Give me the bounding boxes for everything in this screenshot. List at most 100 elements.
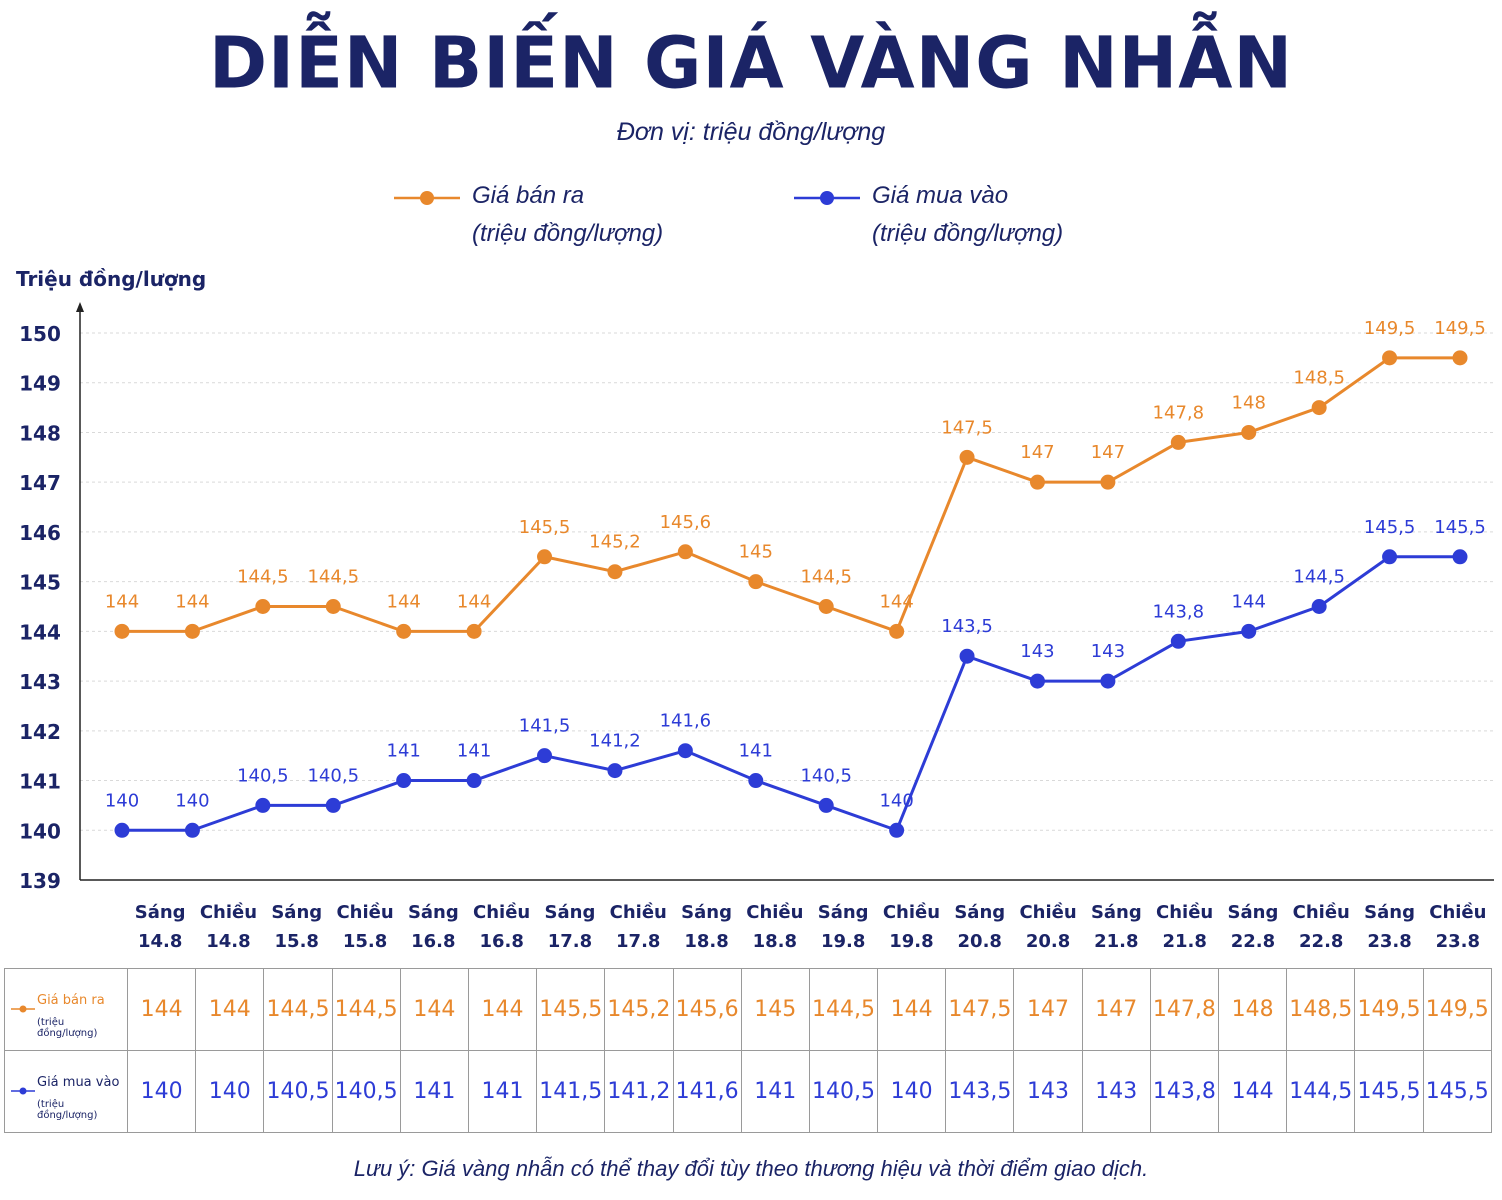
table-row-buy: Giá mua vào (triệu đồng/lượng) 140 140 140… (4, 1050, 1493, 1133)
data-point-sell (1241, 424, 1257, 440)
data-label-sell: 144,5 (307, 567, 359, 588)
data-point-sell (1100, 474, 1116, 490)
table-cell-sell: 144 (467, 968, 538, 1051)
table-cell-sell: 145,6 (672, 968, 742, 1051)
x-tick-label: 18.8 (684, 931, 728, 952)
chart-title: DIỄN BIẾN GIÁ VÀNG NHẪN (208, 21, 1294, 105)
x-tick-label: Chiều (336, 902, 393, 923)
y-axis-label: Triệu đồng/lượng (16, 267, 206, 291)
data-point-sell (255, 599, 271, 614)
data-point-buy (537, 748, 553, 764)
data-label-buy: 145,5 (1364, 517, 1416, 538)
data-label-buy: 140,5 (237, 765, 289, 786)
table-cell-buy: 140,5 (263, 1050, 333, 1133)
x-tick-label: 15.8 (343, 931, 387, 952)
table-cell-sell: 148,5 (1286, 968, 1356, 1051)
table-cell-buy: 145,5 (1422, 1050, 1493, 1133)
data-point-sell (818, 599, 834, 614)
data-point-sell (184, 623, 200, 639)
data-label-buy: 141,5 (519, 716, 571, 737)
x-tick-label: 21.8 (1162, 931, 1206, 952)
table-cell-sell: 147,8 (1149, 968, 1220, 1051)
data-label-sell: 144 (105, 591, 139, 612)
table-cell-sell: 149,5 (1354, 968, 1424, 1051)
table-cell-buy: 141,6 (672, 1050, 742, 1133)
table-cell-buy: 140,5 (808, 1050, 879, 1133)
data-point-buy (889, 822, 905, 838)
data-point-sell (1029, 474, 1045, 490)
data-point-buy (1170, 633, 1186, 649)
table-cell-buy: 145,5 (1354, 1050, 1424, 1133)
data-point-sell (1382, 350, 1398, 366)
x-tick-label: Sáng (818, 902, 869, 923)
x-tick-label: 17.8 (548, 931, 592, 952)
table-cell-sell: 148 (1217, 968, 1288, 1051)
grid-lines (80, 332, 1494, 831)
table-cell-buy: 141,2 (604, 1050, 674, 1133)
data-point-buy (607, 763, 623, 779)
x-tick-label: 19.8 (889, 931, 933, 952)
data-label-sell: 149,5 (1434, 318, 1486, 339)
data-label-sell: 145,6 (660, 512, 712, 533)
x-tick-label: 17.8 (616, 931, 660, 952)
table-cell-sell: 144 (399, 968, 469, 1051)
table-cell-buy: 141 (399, 1050, 469, 1133)
table-cell-sell: 144 (877, 968, 947, 1051)
table-cell-buy: 144 (1217, 1050, 1288, 1133)
x-tick-label: 14.8 (138, 931, 182, 952)
x-tick-label: Sáng (681, 902, 732, 923)
x-tick-label: Sáng (271, 902, 322, 923)
table-cell-sell: 145,2 (604, 968, 674, 1051)
table-cell-buy: 140 (126, 1050, 197, 1133)
legend-unit-sell: (triệu đồng/lượng) (472, 220, 664, 247)
table-cell-sell: 144 (126, 968, 197, 1051)
data-point-sell (677, 544, 693, 560)
y-tick-label: 150 (19, 322, 61, 346)
series: 144 144 144,5 144,5 144 144 145,5 145,2 145,6 145… (105, 318, 1486, 838)
table-cell-buy: 143,5 (945, 1050, 1015, 1133)
x-tick-label: Chiều (746, 902, 803, 923)
data-label-sell: 144 (387, 591, 421, 612)
table-cell-sell: 149,5 (1422, 968, 1493, 1051)
data-point-buy (184, 822, 200, 838)
x-tick-label: 18.8 (753, 931, 797, 952)
data-label-sell: 147,8 (1153, 402, 1205, 423)
x-tick-label: Chiều (1293, 902, 1350, 923)
footnote: Lưu ý: Giá vàng nhẫn có thể thay đổi tùy… (353, 1156, 1149, 1181)
table-cell-buy: 141 (740, 1050, 810, 1133)
data-label-buy: 141 (739, 741, 773, 762)
x-tick-label: 22.8 (1231, 931, 1275, 952)
table-cell-sell: 147 (1081, 968, 1151, 1051)
data-point-buy (959, 648, 975, 664)
data-point-sell (396, 623, 412, 639)
x-tick-label: 23.8 (1367, 931, 1411, 952)
table-rowhead-sell: Giá bán ra (triệu đồng/lượng) (4, 968, 128, 1051)
x-tick-label: Sáng (1091, 902, 1142, 923)
data-point-sell (1311, 400, 1327, 416)
data-table: Giá bán ra (triệu đồng/lượng) 144 144 144,… (4, 968, 1493, 1133)
x-tick-label: Sáng (954, 902, 1005, 923)
y-tick-label: 145 (19, 571, 61, 595)
data-label-buy: 143,8 (1153, 601, 1205, 622)
table-cell-buy: 141,5 (536, 1050, 606, 1133)
x-tick-label: 20.8 (958, 931, 1002, 952)
y-tick-labels: 139 140 141 142 143 144 145 146 147 148 149 150 (19, 322, 61, 893)
x-tick-label: Sáng (545, 902, 596, 923)
data-point-buy (255, 797, 271, 813)
x-tick-label: Chiều (200, 902, 257, 923)
x-tick-label: 23.8 (1436, 931, 1480, 952)
table-cell-sell: 144 (195, 968, 265, 1051)
y-tick-label: 148 (19, 421, 61, 445)
data-label-sell: 145 (739, 542, 773, 563)
data-label-buy: 140,5 (800, 765, 852, 786)
data-label-sell: 144 (175, 591, 209, 612)
x-tick-label: 15.8 (275, 931, 319, 952)
data-label-sell: 147 (1020, 442, 1054, 463)
data-point-buy (114, 822, 130, 838)
line-chart: Triệu đồng/lượng 13914014114214314414514… (16, 267, 1494, 952)
data-point-sell (466, 623, 482, 639)
data-point-buy (818, 797, 834, 813)
table-cell-buy: 143 (1081, 1050, 1151, 1133)
table-cell-sell: 147 (1013, 968, 1083, 1051)
x-tick-label: Sáng (408, 902, 459, 923)
